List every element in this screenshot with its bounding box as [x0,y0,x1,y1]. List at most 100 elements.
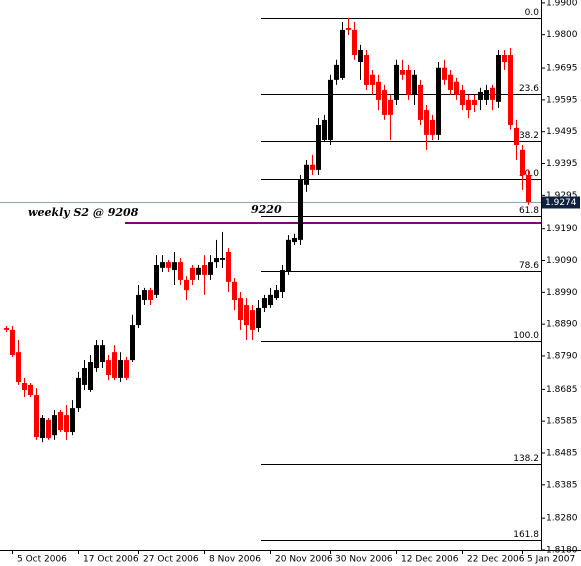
candle-body [382,90,387,115]
candle-body [202,264,207,275]
x-tick-label: 22 Dec 2006 [467,555,525,565]
candle-body [364,55,369,85]
candle-body [244,305,249,326]
candle-body [58,411,63,431]
candle-body [28,384,33,396]
y-tick-label: 1.9190 [546,224,578,234]
candle-body [388,99,393,115]
candle-body [298,180,303,240]
y-tick-label: 1.9595 [546,95,578,105]
candle-body [352,29,357,56]
candle-body [490,87,495,100]
candle-body [274,290,279,299]
candle-body [172,262,177,271]
candle-body [124,360,129,378]
fib-label: 0.0 [525,8,540,18]
y-tick-label: 1.8790 [546,351,578,361]
candle-body [526,174,531,202]
y-tick-label: 1.9295 [546,191,578,201]
candle-body [148,290,153,300]
candle-body [118,360,123,378]
candle-body [472,99,477,105]
candle-body [160,262,165,268]
candle-body [292,237,297,243]
candle-body [190,267,195,280]
candle-body [40,417,45,439]
candle-body [46,419,51,439]
candle-body [418,84,423,120]
candle-body [454,81,459,95]
candle-body [70,408,75,432]
y-tick-label: 1.8685 [546,385,578,395]
candle-body [328,79,333,140]
candle-body [22,382,27,390]
candle-body [178,262,183,280]
candle-body [226,251,231,282]
candle-body [250,310,255,330]
candle-body [256,307,261,328]
candle-body [412,74,417,95]
candle-body [166,262,171,268]
y-tick-label: 1.9695 [546,64,578,74]
y-tick-label: 1.8180 [546,546,578,556]
candle-body [442,67,447,80]
candle-body [448,74,453,91]
candle-body [424,110,429,135]
candle-body [154,264,159,295]
candle-body [232,281,237,300]
fib-label: 100.0 [513,331,539,341]
candle-body [400,69,405,75]
candle-body [316,125,321,170]
candle-body [376,81,381,100]
y-tick-label: 1.9495 [546,127,578,137]
candle-body [466,99,471,111]
candle-body [196,267,201,275]
candle-body [358,49,363,63]
x-tick-label: 20 Nov 2006 [275,555,333,565]
y-tick-label: 1.9395 [546,159,578,169]
candle-body [508,55,513,126]
candle-body [220,257,225,260]
y-tick-label: 1.9800 [546,30,578,40]
candle-body [370,74,375,85]
candle-body [496,55,501,102]
candle-body [394,64,399,100]
candle-body [430,119,435,135]
x-tick-label: 5 Jan 2007 [527,555,575,565]
fib-label: 50.0 [519,169,539,179]
fib-label: 78.6 [519,261,539,271]
candle-body [130,325,135,361]
x-tick-label: 8 Nov 2006 [209,555,261,565]
x-tick-label: 5 Oct 2006 [17,555,67,565]
candle-body [64,415,69,432]
y-tick-label: 1.8585 [546,417,578,427]
candle-body [280,270,285,293]
candle-body [94,345,99,369]
x-tick-label: 27 Oct 2006 [143,555,199,565]
candle-body [310,164,315,170]
candle-body [88,362,93,390]
candle-body [322,119,327,140]
candle-body [334,64,339,80]
current-price-box [542,196,580,209]
candle-body [76,377,81,409]
candle-body [34,395,39,438]
y-tick-label: 1.8485 [546,448,578,458]
candle-body [184,279,189,291]
candle-body [142,290,147,300]
x-tick-label: 30 Nov 2006 [335,555,393,565]
candle-body [286,239,291,272]
candle-body [100,345,105,363]
y-tick-label: 1.9900 [546,0,578,8]
candle-body [52,415,57,436]
fib-label: 161.8 [513,530,539,540]
fib-label: 138.2 [513,454,539,464]
fib-label: 38.2 [519,131,539,141]
candle-body [406,69,411,95]
candle-body [16,352,21,383]
candle-body [478,91,483,100]
candle-body [514,127,519,146]
candle-body [436,67,441,135]
candle-body [82,368,87,385]
